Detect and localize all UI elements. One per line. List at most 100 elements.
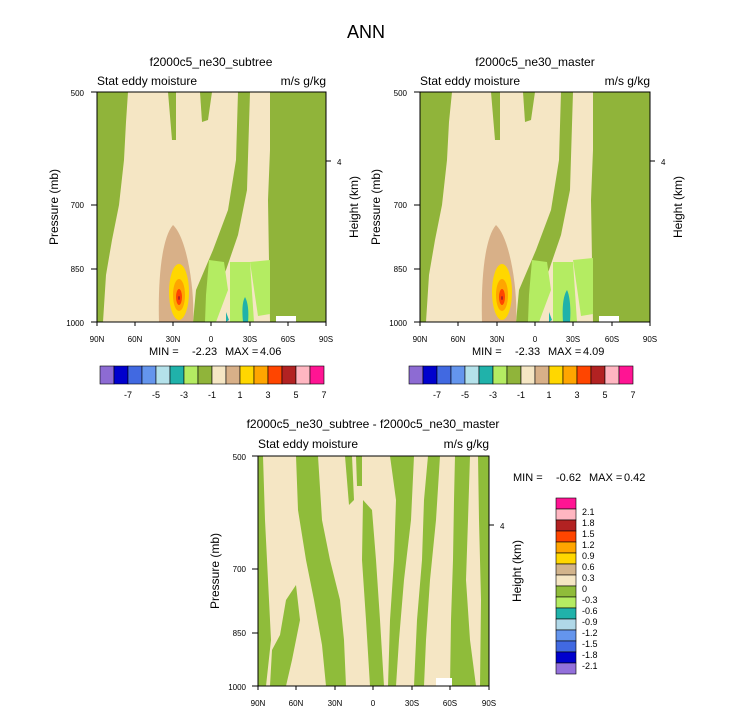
colorbar-label: 0.9 (582, 551, 595, 561)
colorbar-swatch (562, 365, 578, 385)
xtick-marks (419, 322, 651, 326)
colorbar-swatch (492, 365, 508, 385)
colorbar-swatch (555, 530, 577, 543)
colorbar-label: 1.2 (582, 540, 595, 550)
xtick-marks (96, 322, 327, 326)
xtick-label: 60N (128, 335, 143, 344)
panel-units-label: m/s g/kg (281, 74, 326, 88)
colorbar-swatch (169, 365, 185, 385)
figure-title: ANN (347, 22, 385, 42)
min-value: -2.23 (192, 346, 217, 358)
y2-axis-label: Height (km) (671, 176, 685, 238)
max-value: 4.09 (583, 346, 604, 358)
colorbar-swatch (295, 365, 311, 385)
colorbar (99, 365, 325, 385)
panel-title: f2000c5_ne30_master (475, 55, 594, 69)
min-label: MIN = (472, 346, 502, 358)
colorbar-swatch (604, 365, 620, 385)
colorbar-swatch (555, 618, 577, 631)
y2tick-label: 4 (500, 522, 505, 531)
colorbar-label: 0.3 (582, 573, 595, 583)
colorbar-swatch (555, 574, 577, 587)
colorbar-swatch (422, 365, 438, 385)
panel-units-label: m/s g/kg (605, 74, 650, 88)
y-axis-label: Pressure (mb) (47, 169, 61, 245)
colorbar-swatch (555, 563, 577, 576)
colorbar-swatch (555, 497, 577, 510)
colorbar-label: -0.3 (582, 595, 598, 605)
colorbar-swatch (576, 365, 592, 385)
colorbar-swatch (267, 365, 283, 385)
colorbar-label: 3 (265, 390, 270, 400)
ytick-label: 700 (71, 201, 85, 210)
colorbar-swatch (555, 519, 577, 532)
colorbar-label: -1 (517, 390, 525, 400)
colorbar-swatch (555, 662, 577, 675)
colorbar-label: 5 (293, 390, 298, 400)
contour-field (420, 92, 650, 322)
colorbar-label: 5 (602, 390, 607, 400)
colorbar-label: 2.1 (582, 507, 595, 517)
colorbar-swatch (183, 365, 199, 385)
colorbar-label: 3 (574, 390, 579, 400)
ytick-label: 700 (394, 201, 408, 210)
xtick-label: 30N (166, 335, 181, 344)
colorbar-label: 1 (237, 390, 242, 400)
xtick-label: 90N (251, 699, 266, 708)
min-value: -0.62 (556, 472, 581, 484)
colorbar-label: -1.5 (582, 639, 598, 649)
colorbar-vertical (555, 497, 577, 675)
y-axis-label: Pressure (mb) (208, 533, 222, 609)
colorbar-swatch (555, 629, 577, 642)
min-label: MIN = (513, 472, 543, 484)
colorbar-swatch (555, 640, 577, 653)
xtick-label: 90S (643, 335, 657, 344)
colorbar-label: 0.6 (582, 562, 595, 572)
max-label: MAX = (548, 346, 581, 358)
colorbar-label: -3 (489, 390, 497, 400)
ytick-label: 850 (71, 265, 85, 274)
min-value: -2.33 (515, 346, 540, 358)
panel-left-label: Stat eddy moisture (420, 74, 520, 88)
xtick-label: 0 (533, 335, 538, 344)
colorbar (408, 365, 634, 385)
panel-left-label: Stat eddy moisture (258, 437, 358, 451)
panel-title: f2000c5_ne30_subtree (150, 55, 273, 69)
colorbar-swatch (506, 365, 522, 385)
colorbar-swatch (555, 651, 577, 664)
ytick-label: 850 (394, 265, 408, 274)
xtick-label: 30S (405, 699, 419, 708)
colorbar-label: 1.8 (582, 518, 595, 528)
xtick-label: 60N (451, 335, 466, 344)
colorbar-swatch (548, 365, 564, 385)
colorbar-label: 7 (321, 390, 326, 400)
colorbar-label: -0.9 (582, 617, 598, 627)
panel-units-label: m/s g/kg (444, 437, 489, 451)
panel-difference: f2000c5_ne30_subtree - f2000c5_ne30_mast… (208, 417, 645, 708)
ytick-label: 850 (233, 629, 247, 638)
xtick-label: 60S (605, 335, 619, 344)
colorbar-swatch (555, 607, 577, 620)
ytick-label: 1000 (66, 319, 84, 328)
xtick-label: 90N (413, 335, 428, 344)
max-label: MAX = (225, 346, 258, 358)
colorbar-swatch (555, 541, 577, 554)
y2-axis-label: Height (km) (510, 540, 524, 602)
panel-subtree: f2000c5_ne30_subtree Stat eddy moisture … (47, 55, 361, 400)
xtick-marks (257, 686, 490, 690)
xtick-label: 60S (281, 335, 295, 344)
colorbar-label: -2.1 (582, 661, 598, 671)
xtick-label: 60N (289, 699, 304, 708)
colorbar-swatch (555, 552, 577, 565)
contour-field (97, 92, 326, 322)
colorbar-swatch (141, 365, 157, 385)
xtick-label: 60S (443, 699, 457, 708)
colorbar-swatch (450, 365, 466, 385)
colorbar-swatch (464, 365, 480, 385)
xtick-label: 90S (482, 699, 496, 708)
contour-field (258, 456, 489, 686)
colorbar-swatch (113, 365, 129, 385)
xtick-label: 30N (490, 335, 505, 344)
ytick-label: 1000 (389, 319, 407, 328)
colorbar-swatch (436, 365, 452, 385)
